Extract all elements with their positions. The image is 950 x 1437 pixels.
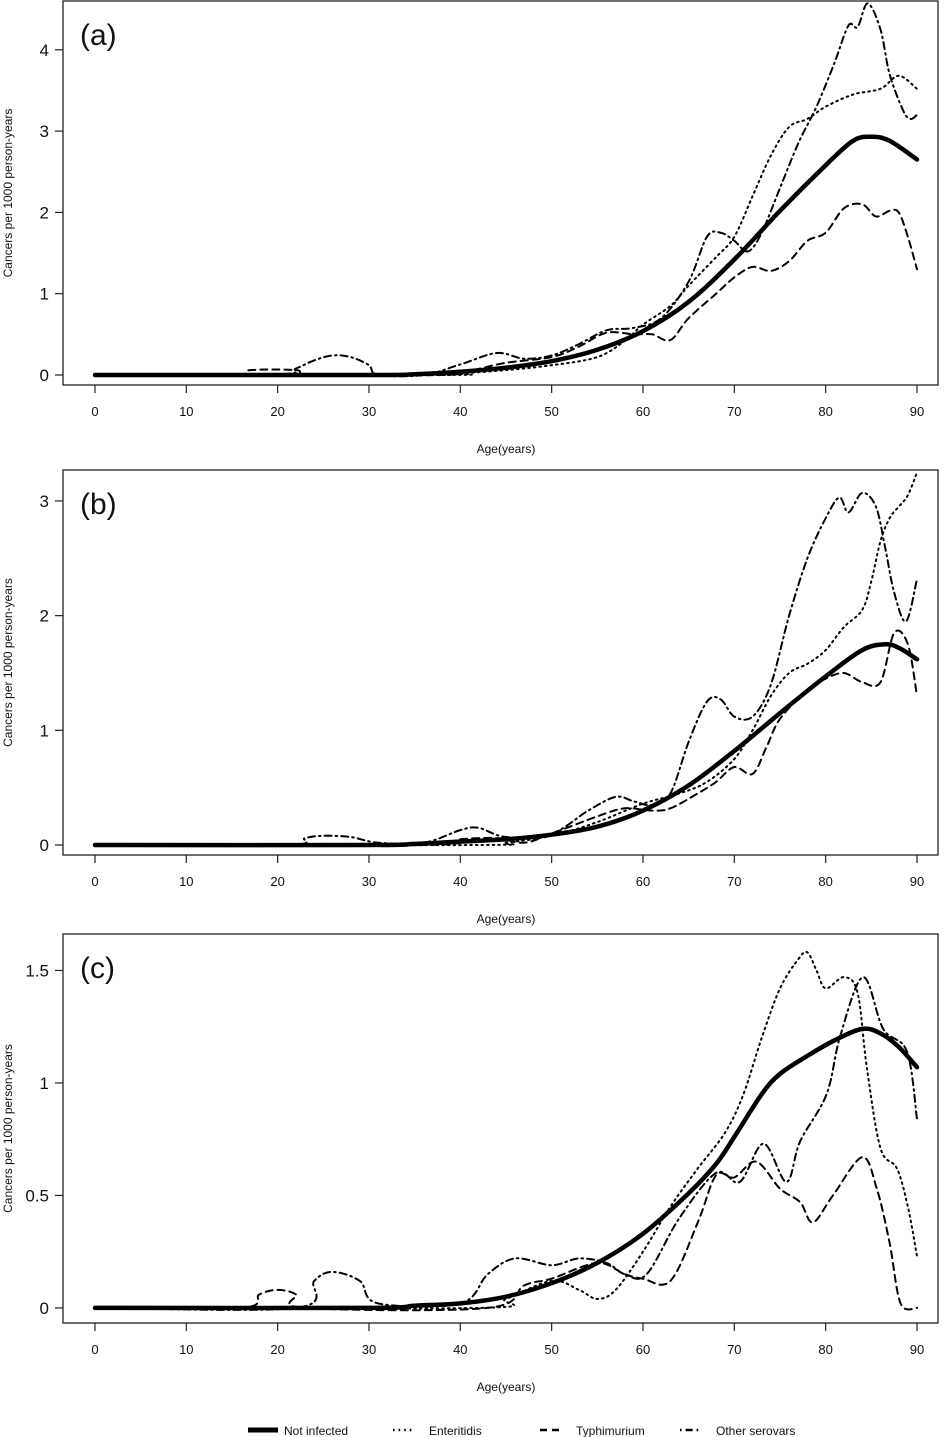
legend-label: Other serovars [716, 1424, 795, 1437]
x-tick-label: 40 [453, 874, 467, 889]
x-tick-label: 90 [910, 1342, 924, 1357]
series-line-enteritidis [94, 950, 918, 1310]
series-line-typhimurium [94, 1156, 918, 1312]
x-tick-label: 50 [544, 874, 558, 889]
x-tick-label: 10 [179, 874, 193, 889]
legend-label: Not infected [284, 1424, 348, 1437]
plot-frame [62, 933, 939, 1324]
y-axis-label: Cancers per 1000 person-years [1, 109, 15, 278]
x-tick-label: 80 [818, 404, 832, 419]
x-tick-label: 40 [453, 404, 467, 419]
legend-label: Typhimurium [576, 1424, 645, 1437]
legend-item: Other serovars [680, 1424, 795, 1437]
panel-label: (b) [80, 488, 117, 521]
x-tick-label: 60 [636, 1342, 650, 1357]
y-tick-label: 1 [40, 1074, 49, 1093]
panel-c: 0 0.5 1 1.5 0 10 20 30 40 50 60 70 80 90 Age(years) Can… [1, 933, 939, 1394]
x-tick-label: 0 [91, 404, 98, 419]
y-axis-label: Cancers per 1000 person-years [1, 578, 15, 747]
series-line-not-infected [92, 1026, 920, 1311]
x-tick-label: 90 [910, 404, 924, 419]
legend-item: Enteritidis [393, 1424, 482, 1437]
x-tick-label: 20 [270, 1342, 284, 1357]
x-tick-label: 50 [544, 1342, 558, 1357]
legend-label: Enteritidis [429, 1424, 482, 1437]
y-tick-label: 3 [40, 122, 49, 141]
series-line-not-infected [92, 134, 920, 378]
series-line-typhimurium [94, 202, 918, 377]
x-tick-label: 60 [636, 404, 650, 419]
y-tick-label: 2 [40, 607, 49, 626]
x-tick-label: 20 [270, 874, 284, 889]
x-tick-label: 70 [727, 404, 741, 419]
x-tick-label: 60 [636, 874, 650, 889]
x-tick-label: 70 [727, 1342, 741, 1357]
x-tick-label: 80 [818, 1342, 832, 1357]
x-tick-label: 30 [362, 874, 376, 889]
panel-label: (c) [80, 952, 115, 985]
x-tick-label: 30 [362, 404, 376, 419]
x-axis-label: Age(years) [477, 1380, 536, 1394]
plot-frame [62, 469, 939, 856]
x-tick-label: 50 [544, 404, 558, 419]
x-tick-label: 90 [910, 874, 924, 889]
plot-frame [62, 0, 939, 386]
series-line-other-serovars [94, 491, 918, 847]
y-tick-label: 1.5 [25, 961, 49, 980]
y-tick-label: 1 [40, 285, 49, 304]
x-tick-label: 40 [453, 1342, 467, 1357]
x-axis-label: Age(years) [477, 912, 536, 926]
x-tick-label: 0 [91, 1342, 98, 1357]
x-tick-label: 0 [91, 874, 98, 889]
legend: Not infected Enteritidis Typhimurium Other … [248, 1424, 795, 1437]
y-tick-label: 3 [40, 492, 49, 511]
y-tick-label: 0 [40, 366, 49, 385]
y-tick-label: 2 [40, 203, 49, 222]
legend-item: Typhimurium [540, 1424, 645, 1437]
series-line-not-infected [92, 641, 920, 848]
y-tick-label: 0.5 [25, 1186, 49, 1205]
x-axis-label: Age(years) [477, 442, 536, 456]
y-tick-label: 0 [40, 836, 49, 855]
series-line-other-serovars [94, 976, 918, 1311]
series-line-typhimurium [94, 629, 918, 847]
y-tick-label: 1 [40, 721, 49, 740]
series-line-other-serovars [94, 2, 918, 378]
x-tick-label: 10 [179, 1342, 193, 1357]
series-line-enteritidis [94, 471, 918, 847]
y-tick-label: 4 [40, 41, 49, 60]
y-axis-label: Cancers per 1000 person-years [1, 1044, 15, 1213]
x-tick-label: 80 [818, 874, 832, 889]
legend-item: Not infected [248, 1424, 348, 1437]
x-tick-label: 70 [727, 874, 741, 889]
panel-label: (a) [80, 19, 117, 52]
x-tick-label: 20 [270, 404, 284, 419]
series-line-enteritidis [94, 74, 918, 377]
x-tick-label: 10 [179, 404, 193, 419]
x-tick-label: 30 [362, 1342, 376, 1357]
y-tick-label: 0 [40, 1299, 49, 1318]
